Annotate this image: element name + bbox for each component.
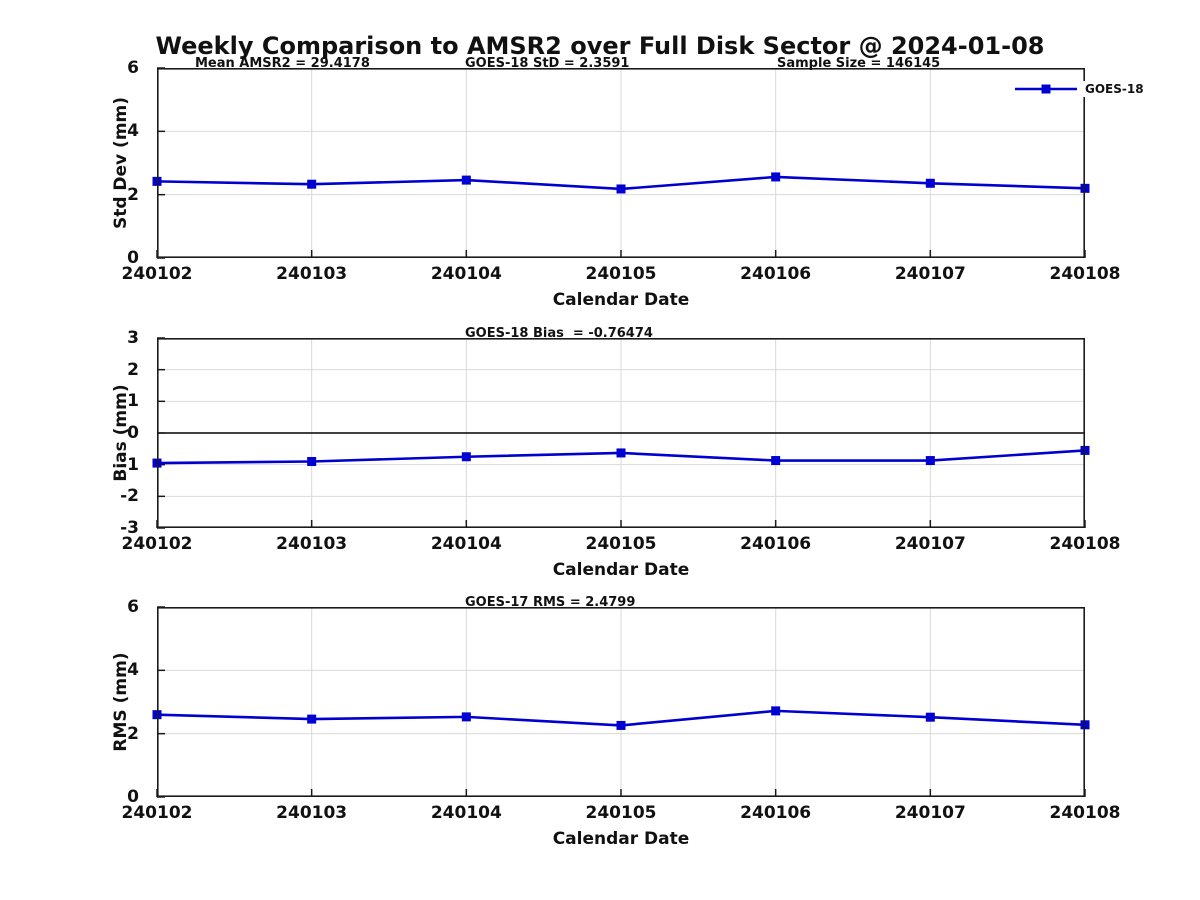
series-marker (771, 172, 781, 182)
axes-box (157, 338, 1086, 528)
x-tick-label: 240103 (276, 803, 348, 823)
x-tick-label: 240104 (430, 803, 502, 823)
x-tick-label: 240103 (276, 534, 348, 554)
x-tick-label: 240102 (121, 534, 193, 554)
x-tick-label: 240108 (1049, 534, 1121, 554)
x-tick-label: 240104 (430, 264, 502, 284)
x-tick-label: 240107 (894, 264, 966, 284)
series-marker (616, 448, 626, 458)
series-marker (616, 720, 626, 730)
y-axis-ticks: -3 -2 -1 0 1 2 3 (0, 328, 149, 538)
series-marker (461, 452, 471, 462)
y-tick-label: 0 (127, 787, 139, 807)
plot-area-std-dev (152, 67, 1090, 259)
y-tick-label: 1 (127, 391, 139, 412)
x-tick-label: 240104 (430, 534, 502, 554)
series-marker (925, 456, 935, 466)
series-marker (925, 712, 935, 722)
x-tick-label: 240105 (585, 803, 657, 823)
x-tick-label: 240102 (121, 264, 193, 284)
y-tick-label: 4 (127, 660, 139, 681)
series-marker (307, 457, 317, 466)
x-axis-label: Calendar Date (552, 829, 690, 849)
y-tick-label: -2 (120, 486, 139, 507)
y-tick-label: 4 (127, 121, 139, 142)
x-tick-label: 240106 (740, 264, 812, 284)
plot-svg (152, 606, 1090, 798)
x-tick-label: 240105 (585, 534, 657, 554)
y-tick-label: 2 (127, 723, 139, 744)
y-tick-label: 0 (127, 423, 139, 443)
y-tick-label: 6 (127, 597, 139, 617)
series-marker (461, 175, 471, 185)
x-tick-label: 240105 (585, 264, 657, 284)
annotation-goes17-rms: GOES-17 RMS = 2.4799 (465, 595, 636, 610)
series-marker (925, 178, 935, 188)
legend: GOES-18 (1013, 81, 1144, 97)
y-axis-ticks: 0 2 4 6 (0, 597, 149, 807)
x-tick-label: 240106 (740, 534, 812, 554)
legend-line-sample (1015, 84, 1077, 94)
series-marker (616, 184, 626, 194)
plot-area-rms (152, 606, 1090, 798)
x-tick-label: 240108 (1049, 264, 1121, 284)
annotation-mean-amsr2: Mean AMSR2 = 29.4178 (195, 56, 370, 71)
x-tick-label: 240108 (1049, 803, 1121, 823)
figure-title: Weekly Comparison to AMSR2 over Full Dis… (155, 32, 1045, 60)
axes-box (157, 607, 1086, 797)
y-tick-label: -1 (120, 454, 139, 475)
y-tick-label: 2 (127, 359, 139, 380)
x-tick-label: 240103 (276, 264, 348, 284)
x-tick-label: 240106 (740, 803, 812, 823)
subplot-std-dev: Mean AMSR2 = 29.4178 GOES-18 StD = 2.359… (0, 56, 1200, 310)
axes-box (157, 68, 1086, 258)
series-marker (461, 712, 471, 722)
y-tick-label: -3 (120, 518, 139, 538)
x-axis-label: Calendar Date (552, 560, 690, 580)
plot-area-bias (152, 337, 1090, 529)
y-tick-label: 2 (127, 184, 139, 205)
series-marker (307, 714, 317, 724)
annotation-sample-size: Sample Size = 146145 (777, 56, 941, 71)
y-tick-label: 0 (127, 248, 139, 268)
annotation-goes18-bias: GOES-18 Bias = -0.76474 (465, 326, 653, 341)
y-tick-label: 3 (127, 328, 139, 348)
x-tick-label: 240107 (894, 803, 966, 823)
plot-svg (152, 337, 1090, 529)
y-tick-label: 6 (127, 58, 139, 78)
series-marker (771, 456, 781, 466)
x-tick-label: 240102 (121, 803, 193, 823)
legend-label: GOES-18 (1085, 82, 1144, 96)
series-marker (771, 706, 781, 716)
y-axis-ticks: 0 2 4 6 (0, 58, 149, 268)
x-axis-label: Calendar Date (552, 290, 690, 310)
series-marker (307, 179, 317, 189)
annotation-goes18-std: GOES-18 StD = 2.3591 (465, 56, 630, 71)
x-tick-label: 240107 (894, 534, 966, 554)
subplot-bias: GOES-18 Bias = -0.76474 Bias (mm) -3 -2 -1… (0, 326, 1200, 580)
plot-svg (152, 67, 1090, 259)
